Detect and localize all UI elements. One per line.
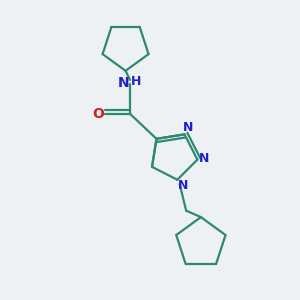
- Text: N: N: [118, 76, 129, 90]
- Text: N: N: [199, 152, 209, 165]
- Text: N: N: [183, 122, 193, 134]
- Text: O: O: [92, 107, 104, 121]
- Text: H: H: [131, 75, 142, 88]
- Text: N: N: [177, 178, 188, 191]
